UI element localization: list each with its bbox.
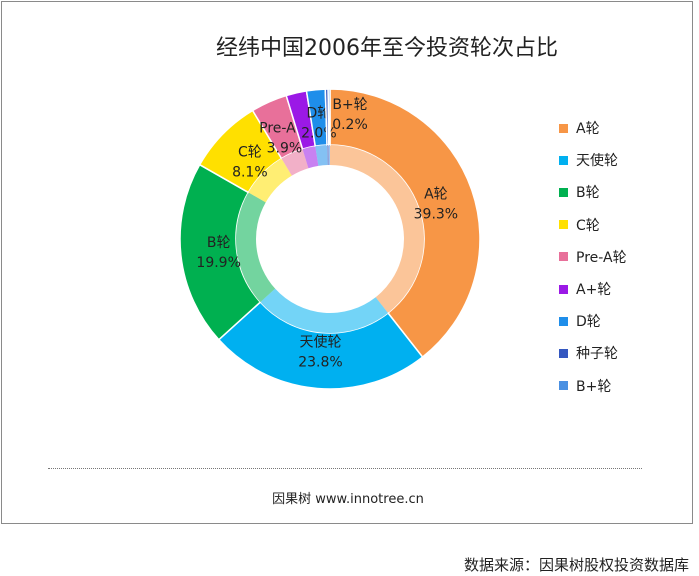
chart-title: 经纬中国2006年至今投资轮次占比 <box>216 36 558 61</box>
separator-line <box>48 468 642 469</box>
slice-outer-B+轮 <box>327 88 331 146</box>
slice-value-label: 19.9% <box>196 255 240 271</box>
legend-label: B轮 <box>576 185 600 202</box>
slice-天使轮 <box>217 288 424 390</box>
slice-Pre-A轮 <box>251 94 309 176</box>
slice-category-label: C轮 <box>238 145 262 161</box>
slice-inner-B+轮 <box>328 145 330 166</box>
legend-item: A轮 <box>559 112 627 144</box>
legend-item: C轮 <box>559 209 627 241</box>
legend-label: Pre-A轮 <box>576 249 627 266</box>
slice-outer-A轮 <box>329 88 481 359</box>
legend-item: B轮 <box>559 176 627 208</box>
legend-item: 种子轮 <box>559 337 627 369</box>
slice-value-label: 39.3% <box>414 206 458 222</box>
legend-swatch <box>559 316 568 326</box>
legend-label: 天使轮 <box>576 153 618 170</box>
slice-inner-A+轮 <box>302 146 319 169</box>
legend: A轮天使轮 B轮 C轮 Pre-A轮 A+轮 D轮种子轮 B+轮 <box>559 112 627 402</box>
slice-category-label: 天使轮 <box>299 334 341 351</box>
legend-swatch <box>559 123 568 133</box>
slice-value-label: 8.1% <box>232 165 268 181</box>
legend-item: Pre-A轮 <box>559 241 627 273</box>
slice-inner-D轮 <box>315 145 328 166</box>
legend-swatch <box>559 252 568 262</box>
slice-C轮 <box>198 109 292 203</box>
slice-inner-A轮 <box>330 145 424 313</box>
footer-site: 因果树 www.innotree.cn <box>272 492 424 507</box>
legend-swatch <box>559 284 568 294</box>
slice-category-label: D轮 <box>306 106 331 122</box>
slice-B轮 <box>179 163 276 341</box>
legend-item: D轮 <box>559 305 627 337</box>
legend-label: A+轮 <box>576 282 612 299</box>
legend-item: A+轮 <box>559 273 627 305</box>
slice-category-label: A轮 <box>424 186 448 202</box>
slice-A轮 <box>329 88 481 359</box>
legend-label: D轮 <box>576 314 601 331</box>
slice-B+轮 <box>327 88 331 166</box>
slice-category-label: B+轮 <box>332 97 367 113</box>
legend-swatch <box>559 348 568 358</box>
slice-inner-Pre-A轮 <box>281 149 309 176</box>
legend-label: B+轮 <box>576 378 612 395</box>
slice-inner-B轮 <box>236 192 276 303</box>
slice-value-label: 3.9% <box>267 141 303 157</box>
slice-inner-种子轮 <box>327 145 330 166</box>
legend-swatch <box>559 155 568 165</box>
slice-value-label: 23.8% <box>298 355 342 371</box>
slice-inner-天使轮 <box>260 288 388 333</box>
slice-category-label: B轮 <box>207 235 231 251</box>
chart-frame: 经纬中国2006年至今投资轮次占比 A轮 天使轮 B轮 C轮 Pre-A轮 A+轮 D轮 种子… <box>1 1 693 524</box>
legend-swatch <box>559 381 568 391</box>
slice-value-label: 0.2% <box>332 117 368 133</box>
legend-item: 天使轮 <box>559 144 627 176</box>
legend-label: A轮 <box>576 121 600 138</box>
legend-swatch <box>559 220 568 230</box>
legend-swatch <box>559 187 568 197</box>
slice-inner-C轮 <box>248 158 292 203</box>
legend-item: B+轮 <box>559 370 627 402</box>
data-source: 数据来源：因果树股权投资数据库 <box>463 556 689 574</box>
legend-label: C轮 <box>576 217 600 234</box>
legend-label: 种子轮 <box>576 346 618 363</box>
